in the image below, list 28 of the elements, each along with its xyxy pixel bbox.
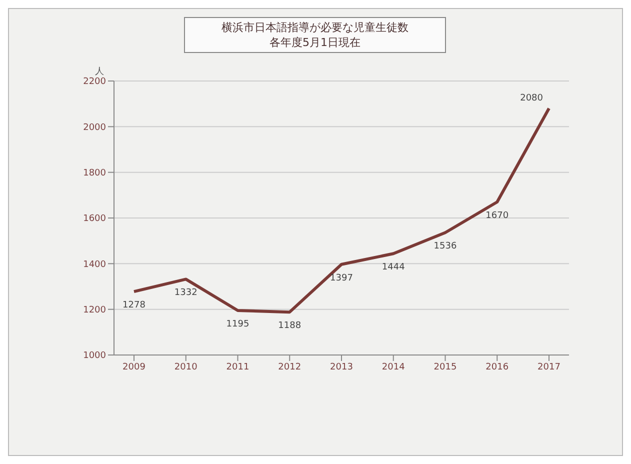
x-tick-label: 2012 [278, 362, 302, 372]
data-label: 2080 [520, 93, 544, 104]
y-tick-label: 1600 [83, 214, 106, 224]
data-label: 1444 [382, 262, 406, 273]
data-label: 1188 [278, 321, 302, 332]
data-label: 1397 [330, 273, 353, 284]
y-tick-label: 1400 [83, 260, 106, 270]
y-axis-title: 人 [95, 66, 104, 77]
data-label: 1278 [122, 300, 146, 311]
data-label: 1670 [486, 211, 509, 222]
y-tick-label: 2200 [83, 77, 106, 88]
data-label: 1332 [174, 288, 198, 298]
data-label: 1195 [226, 319, 250, 330]
data-label: 1536 [434, 242, 457, 252]
y-tick-label: 1800 [83, 168, 106, 179]
x-tick-label: 2013 [330, 362, 353, 372]
x-tick-label: 2011 [226, 362, 250, 372]
x-tick-label: 2010 [174, 362, 198, 372]
y-tick-label: 1200 [83, 306, 106, 316]
y-tick-label: 2000 [83, 122, 106, 133]
y-tick-label: 1000 [83, 351, 106, 362]
x-tick-label: 2015 [434, 362, 457, 372]
x-tick-label: 2014 [382, 362, 406, 372]
x-tick-label: 2009 [122, 362, 146, 372]
x-tick-label: 2016 [486, 362, 509, 372]
chart-title: 横浜市日本語指導が必要な児童生徒数 [220, 20, 410, 35]
x-tick-label: 2017 [538, 362, 560, 372]
chart-subtitle: 各年度5月1日現在 [268, 35, 362, 50]
